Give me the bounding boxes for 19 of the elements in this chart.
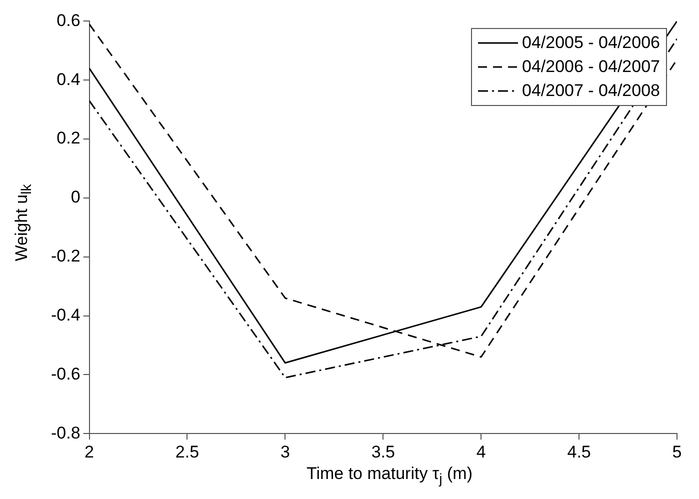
y-tick-label: 0 [70, 188, 80, 207]
x-tick-label: 4 [476, 442, 486, 462]
x-tick-label: 2 [84, 442, 94, 462]
x-tick-label: 4.5 [567, 442, 591, 462]
y-tick-label: -0.6 [50, 364, 80, 384]
y-tick-label: -0.4 [50, 305, 80, 324]
x-tick-label: 5 [672, 442, 682, 462]
x-axis-title: Time to maturity τ$_{j}$ (m) [305, 464, 474, 488]
y-tick-label: -0.8 [50, 423, 80, 442]
legend-label: 04/2005 - 04/2006 [522, 32, 660, 54]
x-tick-label: 2.5 [175, 442, 200, 462]
y-tick-label: 0.4 [56, 70, 80, 89]
x-tick-label: 3.5 [371, 442, 395, 462]
legend-label: 04/2006 - 04/2007 [522, 56, 660, 78]
y-tick-label: 0.6 [56, 10, 80, 30]
y-tick-label: 0.2 [56, 128, 80, 148]
y-tick-label: -0.2 [50, 246, 80, 266]
x-tick-label: 3 [280, 442, 290, 462]
legend-label: 04/2007 - 04/2008 [522, 80, 660, 102]
